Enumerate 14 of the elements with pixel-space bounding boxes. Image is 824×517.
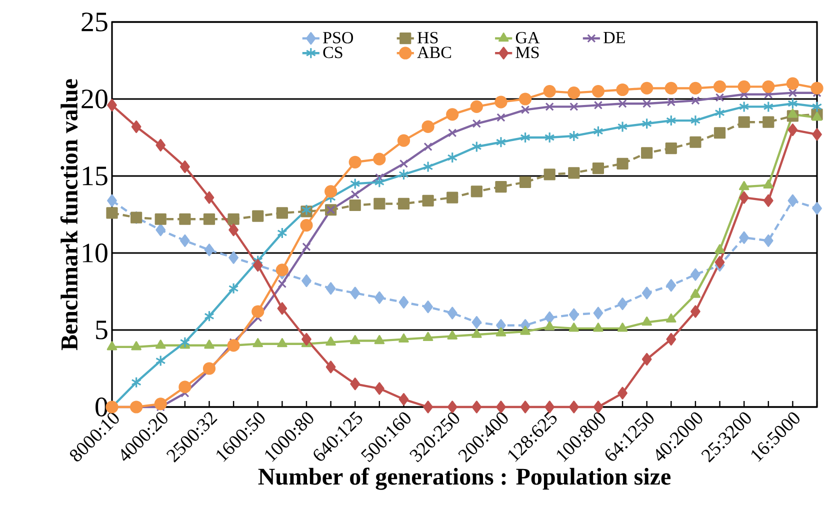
y-tick-label: 5 xyxy=(96,320,108,340)
y-tick-label: 15 xyxy=(82,166,108,186)
legend-label: ABC xyxy=(417,46,452,58)
y-tick-label: 25 xyxy=(82,12,108,32)
legend-label: DE xyxy=(604,32,625,44)
legend-label: HS xyxy=(417,32,438,44)
x-axis-title: Number of generations : Population size xyxy=(258,468,671,490)
y-axis-title: Benchmark function value xyxy=(60,79,78,350)
legend-label: MS xyxy=(516,46,539,58)
y-tick-label: 10 xyxy=(82,244,108,262)
legend-label: GA xyxy=(516,32,540,44)
legend-label: CS xyxy=(323,46,342,58)
y-tick-label: 20 xyxy=(82,90,108,108)
legend-label: PSO xyxy=(323,32,354,44)
